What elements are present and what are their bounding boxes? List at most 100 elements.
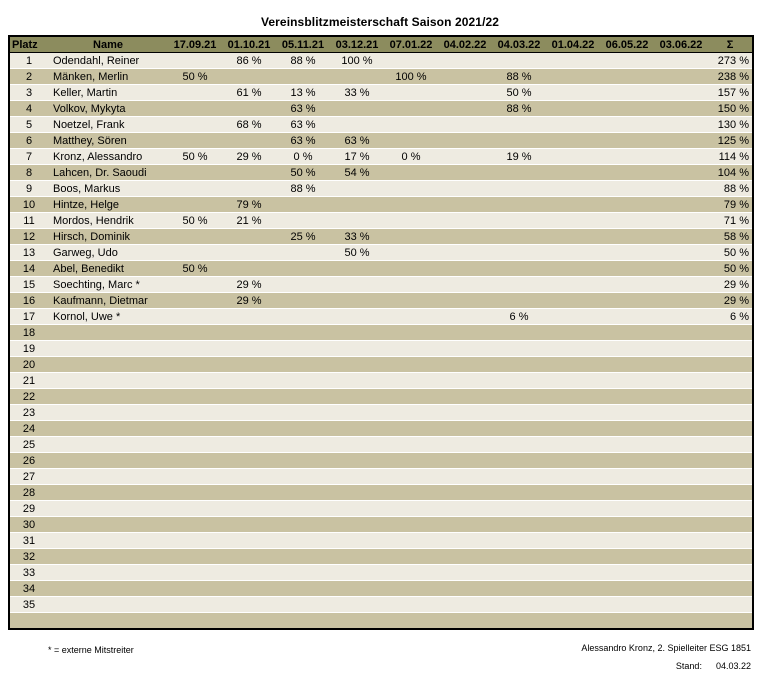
result-cell bbox=[600, 340, 654, 357]
result-cell bbox=[168, 500, 222, 517]
result-cell bbox=[492, 500, 546, 517]
platz-cell: 28 bbox=[9, 484, 48, 501]
result-cell bbox=[384, 596, 438, 613]
table-row: 32 bbox=[9, 548, 753, 565]
name-cell: Abel, Benedikt bbox=[48, 260, 168, 277]
credit-line: Alessandro Kronz, 2. Spielleiter ESG 185… bbox=[581, 643, 751, 653]
result-cell bbox=[438, 244, 492, 261]
result-cell: 50 % bbox=[168, 68, 222, 85]
result-cell bbox=[492, 372, 546, 389]
result-cell bbox=[438, 548, 492, 565]
result-cell bbox=[330, 468, 384, 485]
result-cell bbox=[654, 548, 708, 565]
result-cell bbox=[600, 596, 654, 613]
column-header-7: 04.02.22 bbox=[438, 36, 492, 53]
result-cell bbox=[384, 372, 438, 389]
platz-cell: 5 bbox=[9, 116, 48, 133]
result-cell bbox=[438, 308, 492, 325]
sum-cell: 6 % bbox=[708, 308, 753, 325]
result-cell bbox=[168, 164, 222, 181]
platz-cell: 27 bbox=[9, 468, 48, 485]
result-cell bbox=[330, 260, 384, 277]
result-cell bbox=[276, 68, 330, 85]
name-cell: Mordos, Hendrik bbox=[48, 212, 168, 229]
result-cell bbox=[330, 404, 384, 421]
table-row: 33 bbox=[9, 564, 753, 581]
table-row: 29 bbox=[9, 500, 753, 517]
result-cell bbox=[438, 564, 492, 581]
name-cell bbox=[48, 484, 168, 501]
result-cell bbox=[276, 516, 330, 533]
result-cell: 29 % bbox=[222, 276, 276, 293]
result-cell bbox=[546, 100, 600, 117]
result-cell bbox=[384, 100, 438, 117]
standings-table: Platz Name 17.09.21 01.10.21 05.11.21 03.12.2… bbox=[8, 35, 754, 630]
sum-cell bbox=[708, 404, 753, 421]
result-cell bbox=[276, 420, 330, 437]
result-cell bbox=[438, 84, 492, 101]
result-cell bbox=[600, 612, 654, 630]
sum-cell: 29 % bbox=[708, 276, 753, 293]
result-cell: 25 % bbox=[276, 228, 330, 245]
sum-cell bbox=[708, 420, 753, 437]
name-cell: Mänken, Merlin bbox=[48, 68, 168, 85]
name-cell: Kornol, Uwe * bbox=[48, 308, 168, 325]
result-cell bbox=[438, 420, 492, 437]
page-title: Vereinsblitzmeisterschaft Saison 2021/22 bbox=[260, 15, 500, 29]
result-cell bbox=[168, 308, 222, 325]
table-row: 23 bbox=[9, 404, 753, 421]
name-cell: Odendahl, Reiner bbox=[48, 52, 168, 69]
result-cell bbox=[492, 612, 546, 630]
result-cell bbox=[222, 436, 276, 453]
result-cell bbox=[600, 212, 654, 229]
platz-cell: 2 bbox=[9, 68, 48, 85]
result-cell bbox=[600, 484, 654, 501]
sum-cell bbox=[708, 388, 753, 405]
name-cell bbox=[48, 612, 168, 630]
result-cell bbox=[168, 580, 222, 597]
result-cell bbox=[546, 564, 600, 581]
result-cell bbox=[654, 244, 708, 261]
result-cell bbox=[492, 532, 546, 549]
name-cell: Noetzel, Frank bbox=[48, 116, 168, 133]
result-cell bbox=[330, 596, 384, 613]
result-cell bbox=[546, 484, 600, 501]
result-cell bbox=[546, 244, 600, 261]
result-cell bbox=[546, 196, 600, 213]
result-cell: 63 % bbox=[330, 132, 384, 149]
result-cell bbox=[276, 388, 330, 405]
result-cell bbox=[492, 244, 546, 261]
result-cell bbox=[492, 212, 546, 229]
column-header-12: Σ bbox=[708, 36, 753, 53]
result-cell bbox=[546, 180, 600, 197]
result-cell bbox=[600, 452, 654, 469]
result-cell bbox=[276, 404, 330, 421]
result-cell bbox=[222, 228, 276, 245]
result-cell: 100 % bbox=[330, 52, 384, 69]
platz-cell: 17 bbox=[9, 308, 48, 325]
platz-cell: 8 bbox=[9, 164, 48, 181]
table-row: 21 bbox=[9, 372, 753, 389]
result-cell bbox=[330, 372, 384, 389]
result-cell bbox=[168, 436, 222, 453]
result-cell bbox=[654, 356, 708, 373]
result-cell bbox=[276, 372, 330, 389]
result-cell bbox=[384, 612, 438, 630]
result-cell bbox=[654, 420, 708, 437]
sum-cell: 104 % bbox=[708, 164, 753, 181]
result-cell bbox=[546, 340, 600, 357]
result-cell bbox=[384, 116, 438, 133]
result-cell bbox=[168, 372, 222, 389]
result-cell bbox=[492, 452, 546, 469]
result-cell bbox=[654, 436, 708, 453]
name-cell bbox=[48, 580, 168, 597]
sum-cell bbox=[708, 548, 753, 565]
table-row: 34 bbox=[9, 580, 753, 597]
result-cell bbox=[168, 516, 222, 533]
column-header-8: 04.03.22 bbox=[492, 36, 546, 53]
result-cell bbox=[222, 612, 276, 630]
result-cell bbox=[654, 612, 708, 630]
result-cell bbox=[438, 196, 492, 213]
result-cell bbox=[600, 420, 654, 437]
